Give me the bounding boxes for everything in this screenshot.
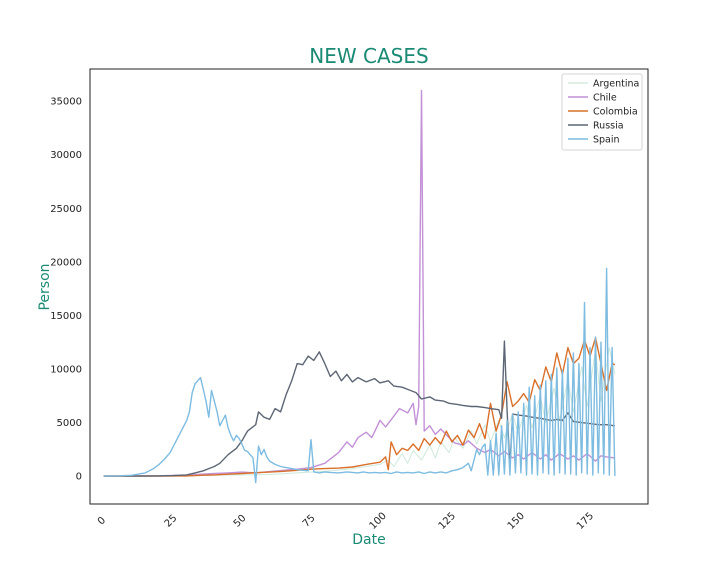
- y-tick-label: 10000: [50, 365, 82, 376]
- x-tick-label: 75: [301, 513, 318, 530]
- x-tick-label: 0: [96, 515, 108, 527]
- y-ticks: 0 5000 10000 15000 20000 25000 30000 35000: [50, 97, 82, 483]
- legend-frame: [561, 73, 643, 151]
- y-tick-label: 0: [76, 472, 82, 483]
- x-tick-label: 50: [232, 513, 249, 530]
- y-tick-label: 15000: [50, 311, 82, 322]
- legend-entry-chile: Chile: [593, 93, 617, 104]
- x-tick-label: 175: [575, 511, 596, 532]
- legend-entry-argentina: Argentina: [593, 79, 639, 90]
- series-line-spain: [103, 267, 616, 484]
- y-tick-label: 25000: [50, 204, 82, 215]
- x-axis-label: Date: [352, 532, 385, 548]
- x-tick-label: 125: [437, 511, 458, 532]
- legend: Argentina Chile Colombia Russia Spain: [561, 73, 643, 151]
- chart-title: NEW CASES: [309, 44, 428, 68]
- legend-entry-spain: Spain: [593, 135, 620, 146]
- legend-entry-colombia: Colombia: [593, 107, 638, 118]
- x-tick-label: 100: [368, 511, 389, 532]
- y-axis-label: Person: [37, 263, 53, 310]
- series-line-russia: [103, 340, 615, 477]
- y-tick-label: 30000: [50, 150, 82, 161]
- x-tick-label: 25: [163, 513, 180, 530]
- series-line-argentina: [103, 347, 616, 477]
- legend-entry-russia: Russia: [593, 121, 624, 132]
- y-tick-label: 20000: [50, 257, 82, 268]
- series-layer: [103, 89, 616, 484]
- x-ticks: 0 25 50 75 100 125 150 175: [96, 511, 596, 532]
- y-tick-label: 5000: [57, 418, 82, 429]
- x-tick-label: 150: [506, 511, 527, 532]
- y-tick-label: 35000: [50, 97, 82, 108]
- series-line-chile: [103, 89, 615, 477]
